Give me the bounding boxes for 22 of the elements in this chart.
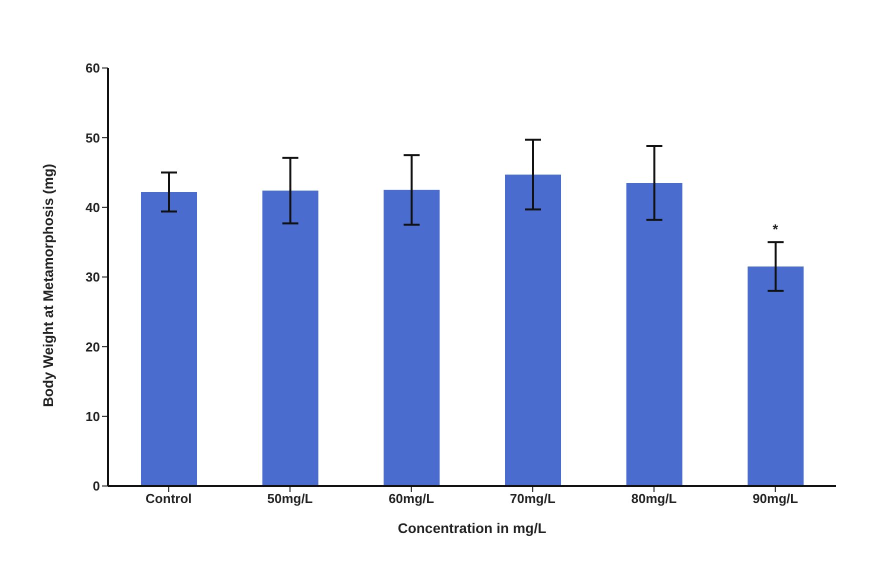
x-tick-label: 70mg/L (510, 491, 556, 506)
bar (505, 174, 561, 486)
y-axis-title: Body Weight at Metamorphosis (mg) (40, 164, 56, 407)
bar (626, 182, 682, 486)
y-tick-label: 0 (92, 478, 100, 494)
x-axis-title: Concentration in mg/L (398, 520, 547, 536)
bar (384, 190, 440, 486)
y-tick-label: 40 (86, 200, 100, 215)
y-tick-label: 60 (86, 60, 100, 76)
bar (141, 192, 197, 486)
y-tick-label: 50 (86, 130, 100, 146)
x-tick-label: 80mg/L (631, 491, 677, 506)
bar (748, 266, 804, 486)
x-tick-label: 50mg/L (267, 491, 313, 506)
y-tick-label: 10 (86, 408, 100, 424)
x-tick-label: 60mg/L (388, 491, 434, 506)
bar (262, 190, 318, 486)
y-tick-label: 20 (86, 339, 100, 354)
annotation: * (772, 221, 779, 238)
x-tick-label: 90mg/L (752, 491, 798, 506)
x-tick-label: Control (146, 491, 192, 506)
y-tick-label: 30 (86, 270, 100, 285)
